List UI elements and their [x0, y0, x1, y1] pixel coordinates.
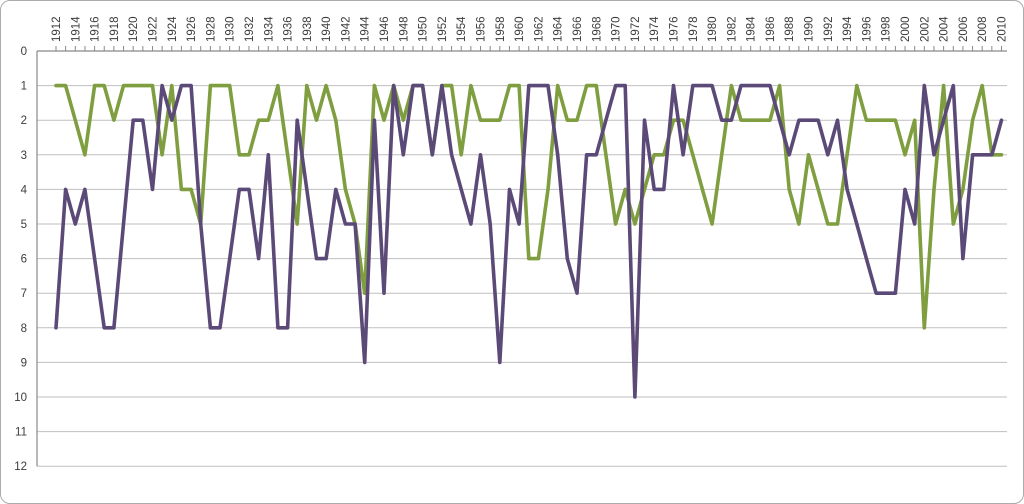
y-axis-label: 4 — [21, 184, 28, 196]
x-axis-label: 1988 — [784, 16, 796, 42]
y-axis-label: 10 — [14, 392, 27, 404]
y-axis-label: 5 — [21, 219, 27, 231]
x-axis-label: 2006 — [958, 16, 970, 42]
x-axis-label: 1992 — [823, 16, 835, 42]
y-axis-label: 9 — [21, 357, 27, 369]
x-axis-label: 1938 — [302, 16, 314, 42]
x-axis-label: 1974 — [649, 16, 661, 42]
x-axis-label: 1912 — [51, 16, 63, 42]
x-axis-label: 1964 — [553, 16, 565, 42]
x-axis-label: 1920 — [128, 16, 140, 42]
y-axis-label: 8 — [21, 323, 27, 335]
x-axis-label: 1998 — [881, 16, 893, 42]
y-axis-label: 1 — [21, 81, 27, 93]
x-axis-label: 2004 — [939, 16, 951, 42]
x-axis-label: 1936 — [283, 16, 295, 42]
x-axis-label: 1978 — [688, 16, 700, 42]
x-axis-label: 1946 — [379, 16, 391, 42]
y-axis-label: 6 — [21, 254, 27, 266]
x-axis-label: 1962 — [533, 16, 545, 42]
x-axis-label: 1966 — [572, 16, 584, 42]
x-axis-label: 1948 — [398, 16, 410, 42]
x-axis-label: 1984 — [746, 16, 758, 42]
y-axis-label: 11 — [15, 427, 27, 439]
x-axis-label: 1928 — [205, 16, 217, 42]
y-axis-label: 2 — [21, 115, 27, 127]
x-axis-label: 1980 — [707, 16, 719, 42]
purple-series-line — [54, 83, 1004, 399]
x-axis-label: 2008 — [977, 16, 989, 42]
y-axis-label: 7 — [21, 288, 27, 300]
y-axis-label: 3 — [21, 150, 27, 162]
x-axis-label: 1976 — [668, 16, 680, 42]
x-axis-label: 1914 — [70, 16, 82, 42]
x-axis-label: 1990 — [804, 16, 816, 42]
x-axis-label: 1994 — [842, 16, 854, 42]
x-axis-label: 1944 — [360, 16, 372, 42]
x-axis-label: 1942 — [340, 16, 352, 42]
x-axis-label: 1952 — [437, 16, 449, 42]
x-axis-label: 1956 — [476, 16, 488, 42]
x-axis-label: 1918 — [109, 16, 121, 42]
x-axis-label: 1968 — [591, 16, 603, 42]
x-axis-label: 1950 — [418, 16, 430, 42]
x-axis-label: 1922 — [147, 16, 159, 42]
x-axis-label: 1932 — [244, 16, 256, 42]
x-axis-label: 1970 — [611, 16, 623, 42]
y-axis-label: 0 — [21, 46, 27, 58]
x-axis-label: 2002 — [919, 16, 931, 42]
x-axis-label: 1972 — [630, 16, 642, 42]
x-axis-label: 1954 — [456, 16, 468, 42]
x-axis-label: 1934 — [263, 16, 275, 42]
x-axis-label: 1924 — [167, 16, 179, 42]
x-axis-label: 2010 — [997, 16, 1009, 42]
x-axis-label: 1982 — [726, 16, 738, 42]
x-axis-label: 2000 — [900, 16, 912, 42]
y-axis-label: 12 — [14, 461, 27, 473]
x-axis-label: 1958 — [495, 16, 507, 42]
x-axis-label: 1926 — [186, 16, 198, 42]
x-axis-label: 1960 — [514, 16, 526, 42]
x-axis-label: 1986 — [765, 16, 777, 42]
x-axis-label: 1940 — [321, 16, 333, 42]
x-axis-label: 1996 — [861, 16, 873, 42]
x-axis-label: 1930 — [225, 16, 237, 42]
x-axis-label: 1916 — [90, 16, 102, 42]
